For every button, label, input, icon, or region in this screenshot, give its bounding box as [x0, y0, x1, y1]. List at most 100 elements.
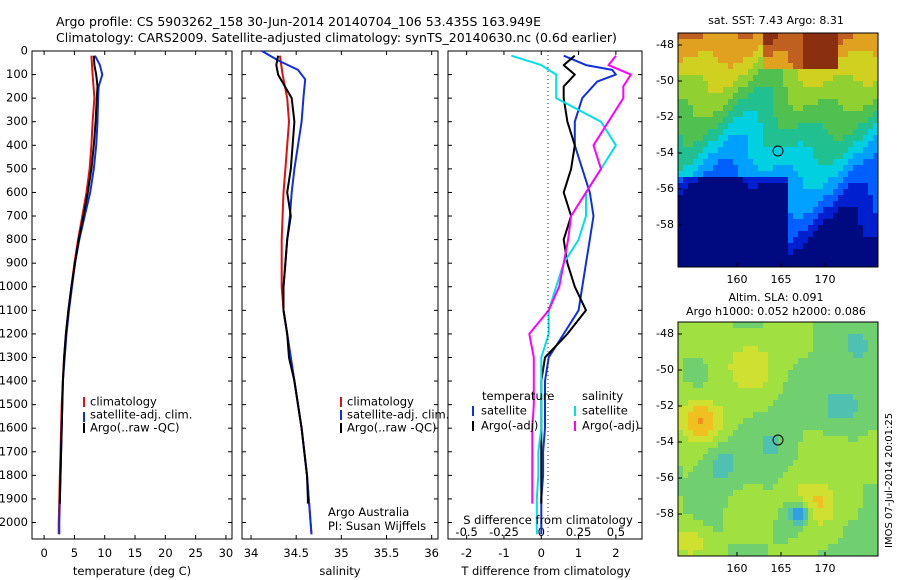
sst-cell	[743, 45, 749, 52]
sla-cell	[753, 550, 759, 557]
sla-cell	[813, 340, 819, 347]
sla-cell	[808, 526, 814, 533]
x-tick-label: 36	[424, 546, 439, 560]
sla-cell	[768, 502, 774, 509]
sla-cell	[738, 358, 744, 365]
sla-cell	[868, 448, 874, 455]
sst-cell	[763, 87, 769, 94]
sst-cell	[718, 69, 724, 76]
sst-cell	[803, 141, 809, 148]
sst-cell	[833, 117, 839, 124]
sla-cell	[778, 412, 784, 419]
sla-cell	[798, 400, 804, 407]
sst-cell	[813, 177, 819, 184]
sst-cell	[733, 219, 739, 226]
sst-cell	[788, 141, 794, 148]
sla-cell	[843, 334, 849, 341]
sla-cell	[728, 454, 734, 461]
sst-cell	[763, 45, 769, 52]
sst-cell	[683, 87, 689, 94]
sla-cell	[683, 460, 689, 467]
sla-cell	[773, 532, 779, 539]
sst-cell	[848, 159, 854, 166]
sla-cell	[708, 550, 714, 557]
sst-cell	[773, 165, 779, 172]
sla-cell	[783, 382, 789, 389]
sst-cell	[853, 177, 859, 184]
sla-cell	[793, 550, 799, 557]
sst-cell	[758, 225, 764, 232]
sst-cell	[773, 135, 779, 142]
sla-cell	[768, 496, 774, 503]
sst-cell	[808, 129, 814, 136]
sst-cell	[868, 99, 874, 106]
sla-cell	[688, 490, 694, 497]
sst-cell	[773, 237, 779, 244]
sla-cell	[733, 430, 739, 437]
sst-cell	[718, 249, 724, 256]
sla-cell	[728, 358, 734, 365]
sst-cell	[728, 63, 734, 70]
sst-cell	[793, 195, 799, 202]
sla-cell	[853, 514, 859, 521]
sla-cell	[838, 346, 844, 353]
sst-cell	[823, 111, 829, 118]
sla-cell	[718, 496, 724, 503]
sst-cell	[748, 105, 754, 112]
sla-cell	[818, 346, 824, 353]
sla-cell	[713, 532, 719, 539]
sla-cell	[773, 340, 779, 347]
sst-cell	[758, 147, 764, 154]
sla-cell	[748, 394, 754, 401]
sst-cell	[843, 63, 849, 70]
sla-cell	[713, 358, 719, 365]
sla-cell	[823, 466, 829, 473]
sla-cell	[848, 328, 854, 335]
sst-cell	[763, 165, 769, 172]
sst-cell	[693, 39, 699, 46]
sla-cell	[808, 484, 814, 491]
sla-cell	[678, 418, 684, 425]
sla-cell	[773, 466, 779, 473]
sst-cell	[703, 111, 709, 118]
sla-cell	[773, 388, 779, 395]
sla-cell	[743, 508, 749, 515]
sst-cell	[723, 255, 729, 262]
sla-cell	[843, 448, 849, 455]
sst-cell	[778, 57, 784, 64]
sst-cell	[838, 51, 844, 58]
sla-cell	[748, 340, 754, 347]
sla-cell	[758, 418, 764, 425]
sst-cell	[793, 87, 799, 94]
sla-cell	[783, 514, 789, 521]
sla-cell	[748, 370, 754, 377]
sla-cell	[728, 520, 734, 527]
sla-cell	[858, 520, 864, 527]
sla-cell	[678, 346, 684, 353]
sst-cell	[818, 201, 824, 208]
sst-cell	[838, 195, 844, 202]
sst-cell	[788, 261, 794, 268]
sla-cell	[713, 346, 719, 353]
sst-cell	[788, 225, 794, 232]
sst-cell	[873, 33, 879, 40]
sst-cell	[828, 39, 834, 46]
sst-cell	[723, 183, 729, 190]
temperature-xlabel: temperature (deg C)	[73, 564, 191, 578]
sla-cell	[868, 334, 874, 341]
sst-cell	[773, 183, 779, 190]
sst-cell	[703, 123, 709, 130]
sst-cell	[708, 225, 714, 232]
map-y-tick-label: -58	[656, 507, 674, 520]
sla-cell	[758, 472, 764, 479]
sst-cell	[683, 147, 689, 154]
sla-cell	[778, 520, 784, 527]
y-tick-label: 1400	[0, 374, 28, 388]
sst-cell	[843, 147, 849, 154]
sla-cell	[693, 472, 699, 479]
sst-cell	[753, 75, 759, 82]
sst-cell	[733, 39, 739, 46]
sst-cell	[838, 213, 844, 220]
sla-cell	[838, 334, 844, 341]
sst-cell	[718, 153, 724, 160]
